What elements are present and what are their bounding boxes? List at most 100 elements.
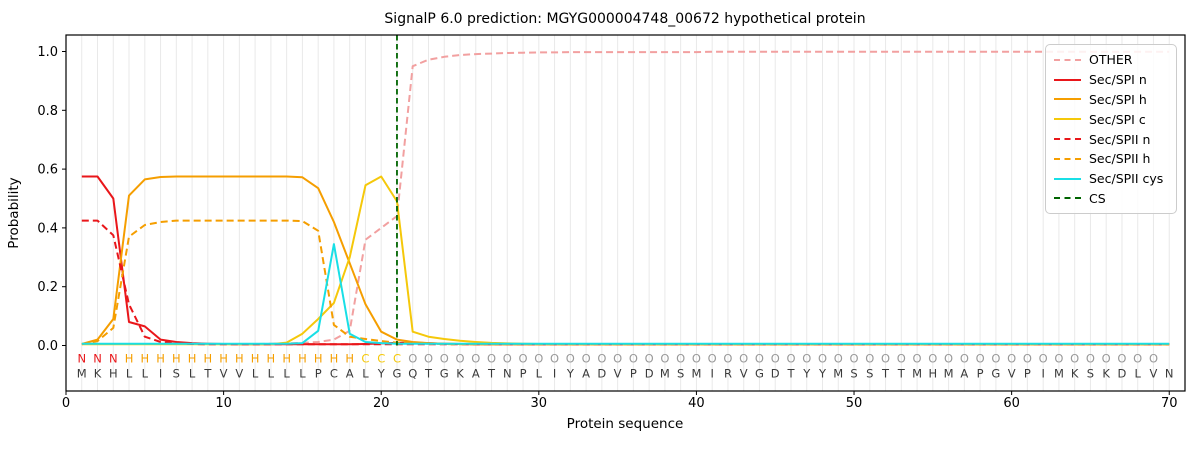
legend-label: OTHER	[1089, 52, 1133, 68]
region-letter: H	[235, 352, 244, 366]
legend-line-sample	[1054, 78, 1081, 81]
region-letter: H	[156, 352, 165, 366]
region-letter: O	[944, 352, 953, 366]
residue-letter: M	[944, 367, 954, 381]
region-letter: O	[1023, 352, 1032, 366]
y-tick-label: 0.6	[37, 163, 58, 178]
region-letter: O	[471, 352, 480, 366]
region-letter: H	[330, 352, 339, 366]
plot-border	[65, 34, 1186, 392]
residue-letter: L	[252, 367, 259, 381]
residue-letter: V	[1150, 367, 1158, 381]
series-line-sec-spi-h	[81, 175, 1170, 346]
residue-letter: M	[691, 367, 701, 381]
residue-letter: I	[553, 367, 556, 381]
region-letter: O	[1054, 352, 1063, 366]
residue-letter: D	[771, 367, 780, 381]
region-letter: O	[1086, 352, 1095, 366]
y-axis-label: Probability	[6, 177, 22, 249]
region-letter: O	[1133, 352, 1142, 366]
region-letter: O	[660, 352, 669, 366]
residue-letter: H	[109, 367, 118, 381]
legend-item-sec-spii-h: Sec/SPII h	[1054, 149, 1168, 169]
region-letter: O	[613, 352, 622, 366]
residue-letter: K	[1071, 367, 1079, 381]
residue-letter: V	[1008, 367, 1016, 381]
region-letter: N	[109, 352, 118, 366]
legend-item-other: OTHER	[1054, 50, 1168, 70]
residue-letter: D	[597, 367, 606, 381]
region-letter: O	[455, 352, 464, 366]
residue-letter: P	[520, 367, 527, 381]
region-letter: H	[204, 352, 213, 366]
region-letter: O	[1117, 352, 1126, 366]
legend-label: Sec/SPI h	[1089, 91, 1147, 107]
region-letter: O	[849, 352, 858, 366]
residue-letter: S	[850, 367, 857, 381]
legend-item-sec-spii-n: Sec/SPII n	[1054, 129, 1168, 149]
region-letter: O	[566, 352, 575, 366]
x-tick-label: 0	[62, 396, 70, 411]
residue-letter: L	[299, 367, 306, 381]
region-letter: O	[582, 352, 591, 366]
residue-letter: M	[912, 367, 922, 381]
series-line-sec-spi-c	[81, 175, 1170, 346]
residue-letter: T	[487, 367, 496, 381]
residue-letter: V	[220, 367, 228, 381]
series-line-sec-spii-n	[81, 219, 1170, 346]
region-letter: O	[424, 352, 433, 366]
residue-letter: S	[1087, 367, 1094, 381]
series-line-other	[81, 50, 1170, 345]
residue-letter: A	[472, 367, 480, 381]
legend-line-sample	[1054, 177, 1081, 180]
series-line-sec-spii-h	[81, 219, 1170, 346]
region-letter: H	[251, 352, 260, 366]
region-letter: O	[629, 352, 638, 366]
residue-letter: L	[189, 367, 196, 381]
residue-letter: M	[1054, 367, 1064, 381]
legend-line-sample	[1054, 58, 1081, 61]
region-letter: O	[645, 352, 654, 366]
region-letter: O	[1102, 352, 1111, 366]
region-letter: O	[755, 352, 764, 366]
residue-letter: L	[126, 367, 133, 381]
region-letter: H	[219, 352, 228, 366]
series-line-sec-spi-n	[81, 175, 1170, 346]
region-letter: O	[771, 352, 780, 366]
region-letter: O	[708, 352, 717, 366]
region-letter: O	[1149, 352, 1158, 366]
residue-letter: I	[159, 367, 162, 381]
x-axis-ticks: 0 10 20 30 40 50 60 70	[62, 391, 1178, 411]
legend-item-sec-spi-c: Sec/SPI c	[1054, 109, 1168, 129]
legend-line-sample	[1054, 157, 1081, 160]
residue-letter: I	[1041, 367, 1044, 381]
region-letter: O	[897, 352, 906, 366]
residue-letter: V	[235, 367, 243, 381]
residue-letter: L	[142, 367, 149, 381]
region-letter: H	[345, 352, 354, 366]
residue-letter: T	[786, 367, 795, 381]
region-letter: O	[692, 352, 701, 366]
residue-letter: P	[977, 367, 984, 381]
region-letter: H	[140, 352, 149, 366]
legend-label: Sec/SPI c	[1089, 111, 1146, 127]
region-letter: C	[361, 352, 369, 366]
legend-line-sample	[1054, 118, 1081, 121]
residue-letter: P	[1024, 367, 1031, 381]
residue-letter: L	[362, 367, 369, 381]
y-axis-ticks: 0.0 0.2 0.4 0.6 0.8 1.0	[37, 45, 66, 354]
residue-letter: M	[77, 367, 87, 381]
y-tick-label: 1.0	[37, 45, 58, 60]
residue-letter: Y	[818, 367, 827, 381]
residue-letter: P	[630, 367, 637, 381]
x-axis-label: Protein sequence	[566, 416, 684, 432]
series-line-sec-spii-cys	[81, 243, 1170, 345]
region-letter: O	[818, 352, 827, 366]
residue-letter: T	[203, 367, 212, 381]
x-tick-label: 40	[688, 396, 705, 411]
residue-letter: Y	[566, 367, 575, 381]
residue-letter: N	[503, 367, 512, 381]
